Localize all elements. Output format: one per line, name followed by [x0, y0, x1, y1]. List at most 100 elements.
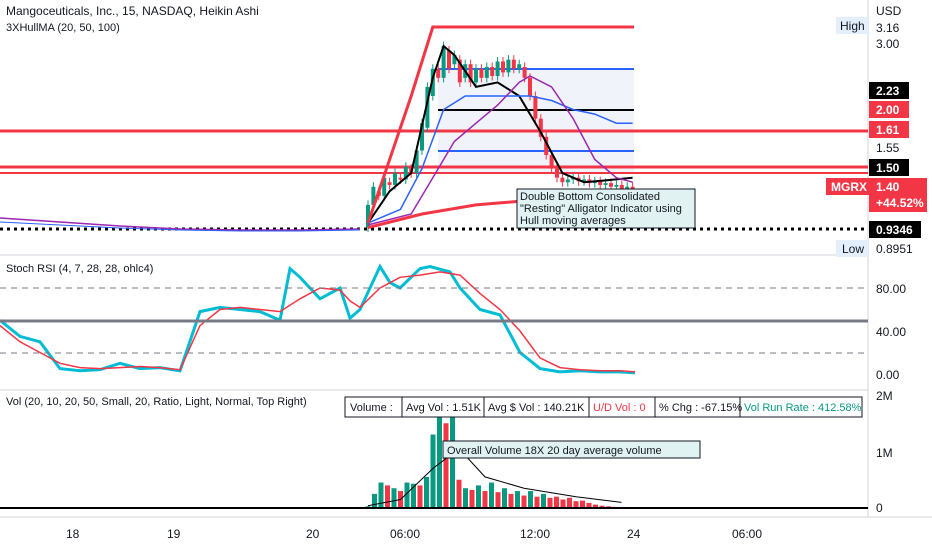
tag-change-pct: +44.52% [876, 196, 924, 210]
candle-body [366, 204, 370, 228]
price-candles [366, 41, 635, 233]
volume-bar [541, 493, 546, 508]
tag-1-50: 1.50 [876, 161, 900, 175]
upper-band-line [366, 25, 633, 224]
volume-bar [502, 488, 507, 508]
symbol-tag: MGRX [831, 180, 867, 194]
volume-bar [495, 492, 501, 508]
volume-note-box [442, 440, 701, 459]
low-label: Low [842, 242, 864, 256]
candle-body [371, 186, 376, 205]
volume-stats-table: Volume : Avg Vol : 1.51K Avg $ Vol : 140… [344, 396, 863, 418]
time-label-0600b: 06:00 [732, 527, 762, 541]
time-label-18: 18 [66, 527, 80, 541]
volume-bar [456, 479, 462, 508]
volume-bar [567, 497, 572, 508]
candle-body [533, 95, 538, 119]
candle-body [436, 68, 441, 78]
candle-body [452, 55, 457, 65]
volume-bar [547, 497, 553, 508]
volume-tick-0: 0 [876, 501, 883, 515]
price-tick-3-00: 3.00 [876, 37, 900, 51]
high-label-bg [836, 17, 868, 34]
candle-body [468, 64, 473, 83]
candle-body [625, 186, 630, 189]
volume-bar [385, 485, 390, 508]
volume-average-line [367, 448, 622, 507]
volume-bar [450, 411, 455, 508]
candle-body [511, 59, 516, 69]
tag-last-price: 1.40 [876, 180, 900, 194]
volume-bar [599, 505, 605, 508]
stoch-tick-0: 0.00 [876, 368, 900, 382]
candle-body [441, 46, 446, 78]
tag-2-23: 2.23 [876, 84, 900, 98]
volume-title: Vol (20, 10, 20, 50, Small, 20, Ratio, L… [6, 396, 307, 408]
volume-bar [437, 409, 442, 508]
price-tick-1-55: 1.55 [876, 141, 900, 155]
tag-2-00-bg [869, 101, 909, 118]
candle-body [544, 136, 549, 155]
hull-ma-lines [366, 25, 633, 230]
hull-line-3 [367, 75, 633, 226]
volume-bar [554, 496, 559, 508]
candle-body [582, 179, 586, 182]
stoch-tick-80: 80.00 [876, 282, 906, 296]
volume-bar [580, 500, 585, 508]
indicator-title: 3XHullMA (20, 50, 100) [6, 22, 120, 34]
time-label-0600: 06:00 [390, 527, 420, 541]
candle-body [560, 177, 565, 183]
tag-1-50-bg [869, 159, 909, 176]
volume-bar [515, 491, 520, 508]
candle-body [614, 184, 619, 187]
low-value: 0.8951 [876, 242, 913, 256]
stat-run-rate: Vol Run Rate : 412.58% [744, 402, 862, 414]
volume-bar [482, 491, 488, 508]
stat-avg-dollar-vol: Avg $ Vol : 140.21K [488, 402, 585, 414]
candle-body [484, 66, 489, 78]
tag-1-61-bg [869, 121, 909, 138]
volume-bar [521, 495, 527, 508]
volume-bar [476, 485, 481, 508]
volume-bar [391, 488, 397, 508]
candle-body [603, 183, 608, 185]
candle-body [474, 68, 478, 83]
stat-ud-vol: U/D Vol : 0 [593, 402, 646, 414]
stoch-line-d [0, 271, 636, 373]
volume-tick-2m: 2M [876, 389, 893, 403]
volume-bar [586, 502, 592, 508]
candle-body [506, 59, 511, 73]
time-label-19: 19 [167, 527, 181, 541]
candle-body [479, 68, 484, 78]
candle-body [549, 154, 554, 169]
candle-body [387, 182, 392, 185]
tag-1-61: 1.61 [876, 123, 900, 137]
price-note-line3: Hull moving averages [520, 215, 626, 227]
volume-bar [593, 504, 598, 508]
candle-body [619, 184, 624, 189]
stat-pct-chg: % Chg : -67.15% [659, 402, 742, 414]
volume-bar [411, 483, 416, 508]
volume-bar [534, 496, 540, 508]
candle-body [528, 77, 532, 96]
premarket-hull-line-2 [0, 221, 361, 232]
price-note-line1: Double Bottom Consolidated [520, 191, 660, 203]
volume-bar [424, 476, 429, 508]
volume-note: Overall Volume 18X 20 day average volume [447, 445, 662, 457]
time-label-1200: 12:00 [520, 527, 550, 541]
candle-body [495, 61, 500, 77]
volume-bar [372, 493, 377, 508]
tag-0-93: 0.9346 [876, 223, 913, 237]
time-label-20: 20 [306, 527, 320, 541]
volume-bar [417, 485, 423, 508]
candle-body [425, 86, 430, 128]
symbol-title: Mangoceuticals, Inc., 15, NASDAQ, Heikin… [6, 4, 259, 18]
candle-body [457, 59, 462, 83]
candle-body [420, 123, 424, 151]
volume-bar [528, 491, 533, 508]
candle-body [609, 183, 613, 187]
tag-0-93-bg [869, 221, 921, 238]
stat-avg-vol: Avg Vol : 1.51K [406, 402, 482, 414]
currency-label: USD [876, 4, 902, 18]
